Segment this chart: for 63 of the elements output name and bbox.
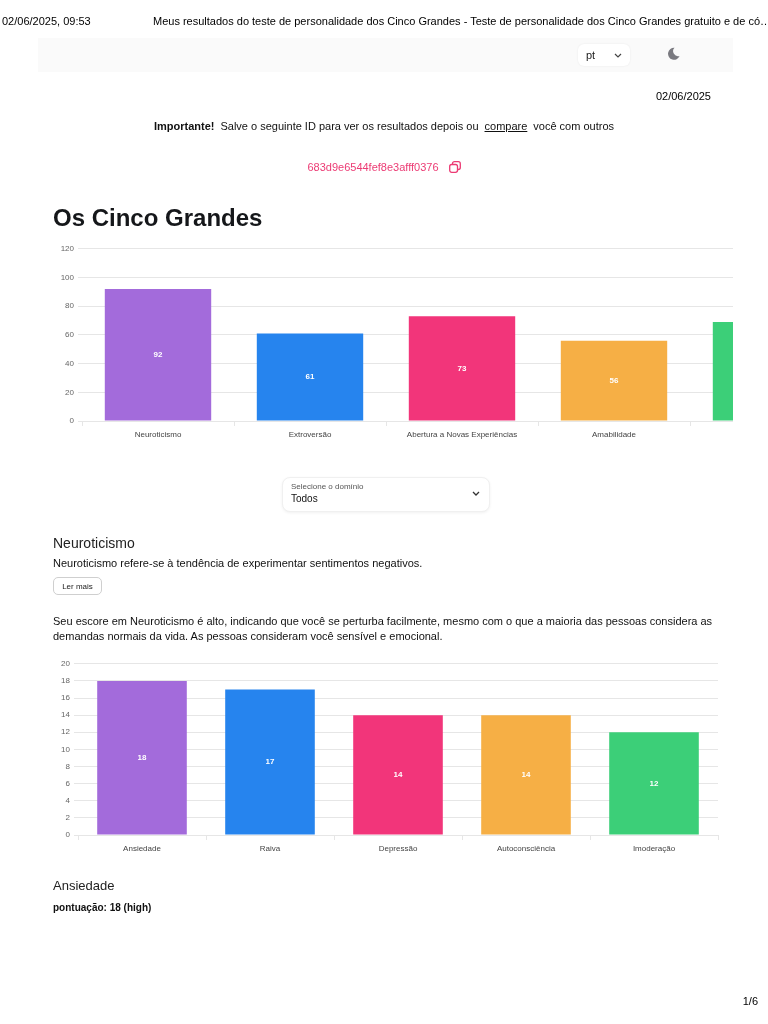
data-label: 73 <box>457 363 467 373</box>
text: Importante! <box>153 120 215 133</box>
data-label: 92 <box>153 349 163 359</box>
data-label: 14 <box>393 770 403 780</box>
y-tick-label: 20 <box>65 387 75 397</box>
y-tick-label: 12 <box>61 727 71 737</box>
bar <box>353 715 443 835</box>
y-tick-label: 0 <box>69 416 75 426</box>
y-tick-label: 0 <box>65 830 71 840</box>
text: Salve o seguinte ID para ver os resultados depois ou <box>220 120 479 133</box>
bar <box>560 340 668 421</box>
x-tick-label: Ansiedade <box>123 844 162 853</box>
x-tick-label: Imoderação <box>632 844 676 853</box>
y-tick-label: 100 <box>60 272 75 282</box>
text: pontuação: 18 (high) <box>53 902 152 914</box>
y-tick-label: 6 <box>65 778 71 788</box>
chart-title: Os Cinco Grandes <box>53 204 263 232</box>
text: 02/06/2025 <box>655 90 711 103</box>
bar <box>225 689 315 835</box>
bar <box>481 715 571 835</box>
y-tick-label: 120 <box>60 244 75 253</box>
text: Seu escore em Neuroticismo é alto, indicando que você se perturba facilmente, mesmo com o que a maioria das pessoas considera as demandas normais da vida. As pessoas consideram você sensível e emocional. <box>53 614 714 644</box>
y-tick-label: 80 <box>65 301 75 311</box>
x-tick-label: Extroversão <box>288 430 332 439</box>
text: compare <box>484 120 528 133</box>
y-tick-label: 60 <box>65 330 75 340</box>
bar <box>97 680 187 835</box>
dropdown-field: Selecione o domínio Todos <box>282 477 490 512</box>
data-label: 18 <box>137 752 147 762</box>
data-label: 56 <box>609 375 619 385</box>
button: Ler mais <box>53 577 102 595</box>
x-tick-label: Abertura a Novas Experiências <box>406 430 518 439</box>
y-tick-label: 18 <box>61 676 71 686</box>
y-tick-label: 10 <box>61 744 71 754</box>
dropdown-field: pt <box>578 44 630 66</box>
text: 1/6 <box>742 995 758 1008</box>
data-label: 17 <box>265 757 275 767</box>
text: 02/06/2025, 09:53 <box>2 15 91 28</box>
text: Neuroticismo refere-se à tendência de experimentar sentimentos negativos. <box>53 557 423 570</box>
bar <box>256 333 364 421</box>
text: Meus resultados do teste de personalidade dos Cinco Grandes - Teste de personalidade dos Cinco Grandes gratuito e de có… <box>153 15 768 28</box>
y-tick-label: 2 <box>65 813 71 823</box>
x-tick-label: Neuroticismo <box>134 430 182 439</box>
x-tick-label: Depressão <box>378 844 418 853</box>
y-tick-label: 40 <box>65 358 75 368</box>
bar <box>408 316 516 421</box>
x-tick-label: Raiva <box>259 844 281 853</box>
bar <box>104 288 212 421</box>
data-label: 14 <box>521 770 531 780</box>
bar <box>609 732 699 835</box>
x-tick-label: Amabilidade <box>591 430 637 439</box>
data-label: 61 <box>305 372 315 382</box>
y-tick-label: 8 <box>65 761 71 771</box>
text: Ansiedade <box>53 878 115 894</box>
text: 683d9e6544fef8e3afff0376 <box>307 161 439 174</box>
y-tick-label: 14 <box>61 710 71 720</box>
text: você com outros <box>533 120 615 133</box>
x-tick-label: Autoconsciência <box>496 844 556 853</box>
y-tick-label: 16 <box>61 693 71 703</box>
chart-title: Neuroticismo <box>53 535 135 552</box>
y-tick-label: 4 <box>65 795 71 805</box>
y-tick-label: 20 <box>61 659 71 668</box>
data-label: 12 <box>649 778 659 788</box>
